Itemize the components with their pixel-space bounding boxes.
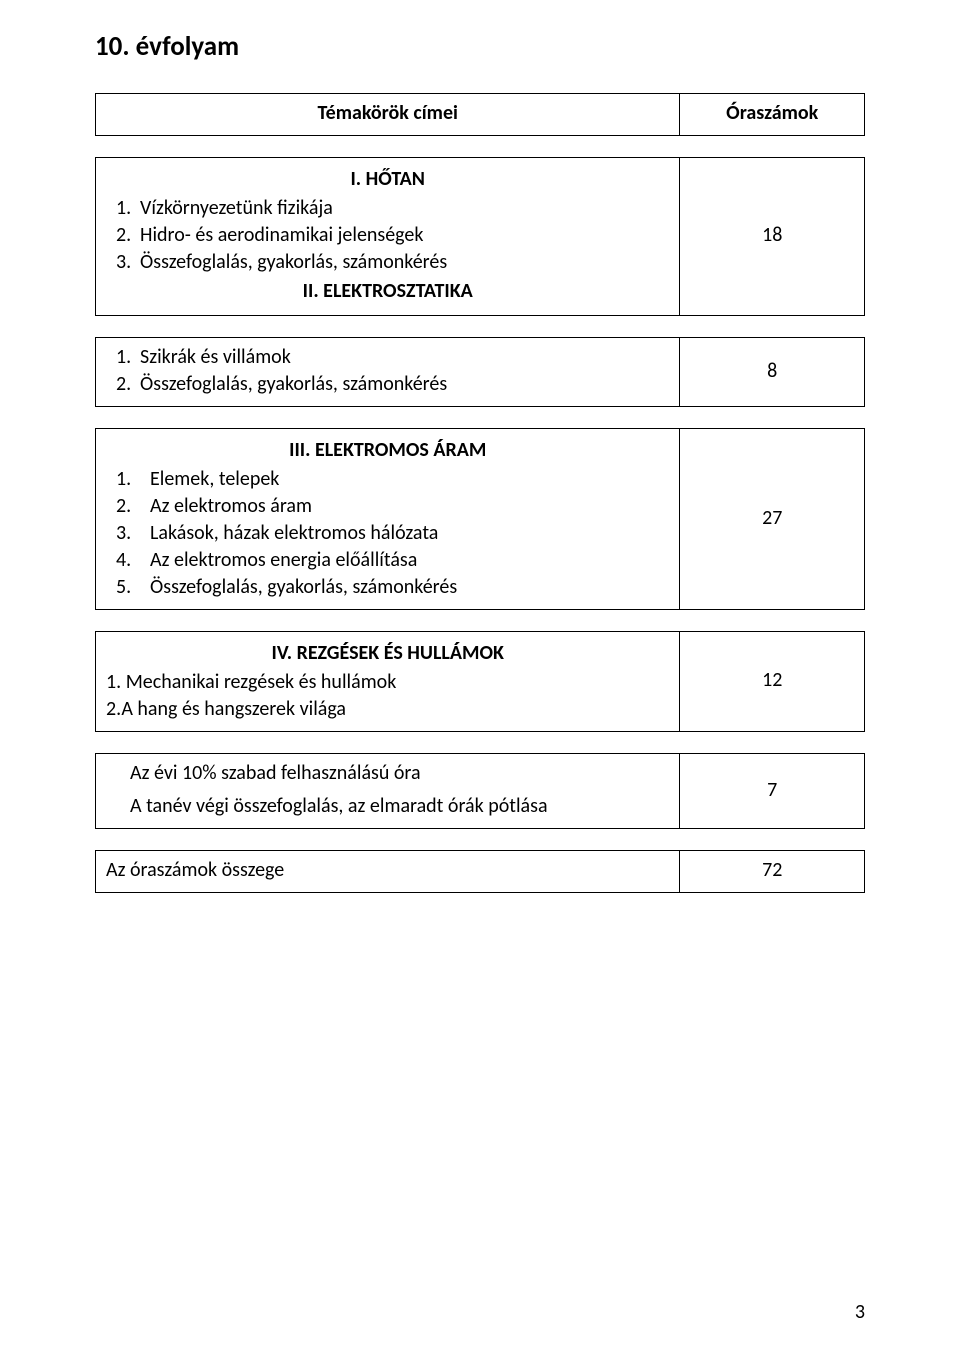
gap-row (96, 407, 865, 429)
free-hours-line-2: A tanév végi összefoglalás, az elmaradt … (130, 793, 669, 820)
list-item: 4.Az elektromos energia előállítása (116, 547, 669, 574)
gap-cell (96, 829, 680, 851)
item-number: 2. (116, 493, 150, 520)
section-1-row: I. HŐTAN 1.Vízkörnyezetünk fizikája 2.Hi… (96, 158, 865, 316)
total-hours: 72 (680, 851, 865, 893)
gap-cell (680, 829, 865, 851)
gap-cell (96, 610, 680, 632)
item-number: 5. (116, 574, 150, 601)
section-1-heading: I. HŐTAN (106, 166, 669, 193)
section-2-row: 1.Szikrák és villámok 2.Összefoglalás, g… (96, 338, 865, 407)
item-label: Az elektromos áram (150, 493, 312, 520)
free-hours-left: Az évi 10% szabad felhasználású óra A ta… (96, 754, 680, 829)
gap-cell (680, 610, 865, 632)
page-number: 3 (855, 1300, 865, 1324)
page-title: 10. évfolyam (95, 30, 865, 63)
section-1-hours: 18 (680, 158, 865, 316)
free-hours-line-1: Az évi 10% szabad felhasználású óra (130, 760, 669, 787)
item-label: Mechanikai rezgések és hullámok (121, 670, 396, 694)
curriculum-table: Témakörök címei Óraszámok I. HŐTAN 1.Víz… (95, 93, 865, 893)
total-row: Az óraszámok összege 72 (96, 851, 865, 893)
list-item: 2.Hidro- és aerodinamikai jelenségek (116, 222, 669, 249)
gap-row (96, 732, 865, 754)
section-3-heading: III. ELEKTROMOS ÁRAM (106, 437, 669, 464)
item-label: Vízkörnyezetünk fizikája (140, 195, 333, 222)
header-left: Témakörök címei (96, 94, 680, 136)
item-number: 4. (116, 547, 150, 574)
item-number: 1. (116, 466, 150, 493)
section-1-list: 1.Vízkörnyezetünk fizikája 2.Hidro- és a… (116, 195, 669, 276)
section-4-list: 1. Mechanikai rezgések és hullámok 2.A h… (106, 669, 669, 723)
section-2-left: 1.Szikrák és villámok 2.Összefoglalás, g… (96, 338, 680, 407)
gap-cell (96, 136, 680, 158)
section-3-left: III. ELEKTROMOS ÁRAM 1.Elemek, telepek 2… (96, 429, 680, 610)
item-label: Lakások, házak elektromos hálózata (150, 520, 438, 547)
gap-cell (96, 407, 680, 429)
section-4-row: IV. REZGÉSEK ÉS HULLÁMOK 1. Mechanikai r… (96, 632, 865, 732)
section-2-hours: 8 (680, 338, 865, 407)
total-left: Az óraszámok összege (96, 851, 680, 893)
gap-row (96, 316, 865, 338)
list-item: 5.Összefoglalás, gyakorlás, számonkérés (116, 574, 669, 601)
item-label: Szikrák és villámok (140, 344, 291, 371)
item-number: 2. (116, 222, 140, 249)
gap-row (96, 136, 865, 158)
section-1-left: I. HŐTAN 1.Vízkörnyezetünk fizikája 2.Hi… (96, 158, 680, 316)
item-number: 1. (106, 670, 121, 694)
item-label: Összefoglalás, gyakorlás, számonkérés (140, 371, 447, 398)
item-number: 1. (116, 195, 140, 222)
list-item: 3.Összefoglalás, gyakorlás, számonkérés (116, 249, 669, 276)
section-3-list: 1.Elemek, telepek 2.Az elektromos áram 3… (116, 466, 669, 601)
section-4-hours: 12 (680, 632, 865, 732)
gap-row (96, 829, 865, 851)
item-number: 2. (106, 697, 121, 721)
gap-cell (680, 407, 865, 429)
gap-cell (680, 732, 865, 754)
gap-cell (680, 136, 865, 158)
item-number: 3. (116, 520, 150, 547)
free-hours-value: 7 (680, 754, 865, 829)
list-item: 1.Vízkörnyezetünk fizikája (116, 195, 669, 222)
section-4-heading: IV. REZGÉSEK ÉS HULLÁMOK (106, 640, 669, 667)
gap-cell (96, 732, 680, 754)
free-hours-row: Az évi 10% szabad felhasználású óra A ta… (96, 754, 865, 829)
section-2-list: 1.Szikrák és villámok 2.Összefoglalás, g… (116, 344, 669, 398)
list-item: 1.Szikrák és villámok (116, 344, 669, 371)
list-item: 2.A hang és hangszerek világa (106, 696, 669, 723)
item-label: Elemek, telepek (150, 466, 279, 493)
section-2-heading-inline: II. ELEKTROSZTATIKA (106, 278, 669, 305)
item-label: Összefoglalás, gyakorlás, számonkérés (140, 249, 447, 276)
header-right: Óraszámok (680, 94, 865, 136)
free-hours-lines: Az évi 10% szabad felhasználású óra A ta… (130, 760, 669, 820)
item-number: 3. (116, 249, 140, 276)
item-number: 1. (116, 344, 140, 371)
list-item: 2.Összefoglalás, gyakorlás, számonkérés (116, 371, 669, 398)
gap-cell (96, 316, 680, 338)
item-label: Hidro- és aerodinamikai jelenségek (140, 222, 423, 249)
gap-row (96, 610, 865, 632)
list-item: 1. Mechanikai rezgések és hullámok (106, 669, 669, 696)
item-label: Összefoglalás, gyakorlás, számonkérés (150, 574, 457, 601)
section-3-hours: 27 (680, 429, 865, 610)
list-item: 1.Elemek, telepek (116, 466, 669, 493)
item-label: A hang és hangszerek világa (121, 697, 346, 721)
total-label: Az óraszámok összege (106, 857, 669, 884)
list-item: 3.Lakások, házak elektromos hálózata (116, 520, 669, 547)
table-header-row: Témakörök címei Óraszámok (96, 94, 865, 136)
item-label: Az elektromos energia előállítása (150, 547, 417, 574)
section-3-row: III. ELEKTROMOS ÁRAM 1.Elemek, telepek 2… (96, 429, 865, 610)
list-item: 2.Az elektromos áram (116, 493, 669, 520)
item-number: 2. (116, 371, 140, 398)
section-4-left: IV. REZGÉSEK ÉS HULLÁMOK 1. Mechanikai r… (96, 632, 680, 732)
page: 10. évfolyam Témakörök címei Óraszámok I… (0, 0, 960, 1354)
gap-cell (680, 316, 865, 338)
